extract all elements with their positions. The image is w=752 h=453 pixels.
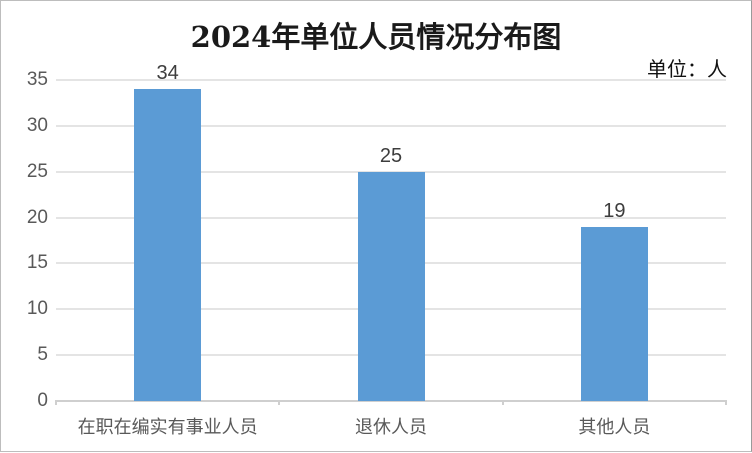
- chart-title: 2024年单位人员情况分布图: [190, 20, 562, 54]
- y-axis-tick-label: 0: [37, 390, 48, 411]
- x-axis-tick: [501, 400, 504, 405]
- bar: [357, 171, 425, 401]
- x-category-label: 其他人员: [578, 417, 651, 438]
- x-axis-tick: [278, 400, 281, 405]
- bar-value-label: 25: [379, 144, 403, 167]
- y-axis-tick-label: 20: [26, 206, 48, 228]
- x-axis-line: [55, 400, 727, 402]
- y-axis-tick-label: 30: [26, 114, 48, 136]
- y-axis-tick-label: 10: [26, 298, 48, 320]
- gridline: [56, 124, 726, 127]
- x-axis-tick: [725, 400, 727, 405]
- y-axis-tick-label: 35: [26, 69, 48, 90]
- unit-label: 单位：人: [647, 57, 727, 81]
- bar-value-label: 34: [156, 62, 179, 85]
- y-axis-tick-label: 5: [37, 344, 48, 366]
- x-category-label: 在职在编实有事业人员: [77, 417, 258, 438]
- gridline: [56, 79, 726, 81]
- bar-value-label: 19: [603, 199, 626, 222]
- y-axis-tick-label: 15: [26, 252, 48, 274]
- bar: [134, 89, 202, 401]
- y-axis-tick-label: 25: [26, 160, 48, 182]
- bar: [580, 226, 648, 401]
- x-axis-tick: [55, 400, 57, 405]
- x-category-label: 退休人员: [355, 417, 427, 438]
